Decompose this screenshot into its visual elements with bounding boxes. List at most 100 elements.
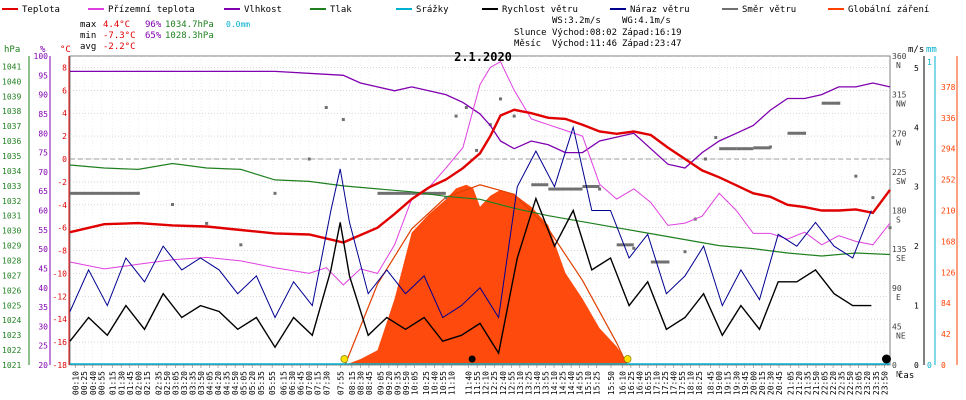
x-tick-label: 23:20 [863,371,872,395]
x-tick-label: 16:10 [618,371,627,395]
c-tick-label: 8 [62,63,67,72]
moonrise-marker [468,355,476,363]
wm2-tick-label: 378 [941,83,956,92]
hpa-tick-label: 1029 [2,242,21,251]
legend-label: Přízemní teplota [108,5,195,15]
hpa-tick-label: 1030 [2,227,21,236]
x-tick-label: 12:25 [490,371,499,395]
x-tick-label: 08:45 [365,371,374,395]
chart-title: 2.1.2020 [454,50,512,64]
x-tick-label: 04:50 [231,371,240,395]
wind-dir-mark [512,114,516,118]
pct-tick-label: 30 [38,322,48,331]
x-tick-label: 10:05 [411,371,420,395]
x-tick-label: 04:20 [214,371,223,395]
x-tick-label: 20:30 [766,371,775,395]
info-sunset: Západ:16:19 [622,28,682,38]
wind-dir-mark [736,147,754,151]
info-moonrise: Východ:11:46 [552,39,617,49]
x-tick-label: 13:55 [541,371,550,395]
hpa-tick-label: 1021 [2,361,21,370]
x-tick-label: 05:35 [257,371,266,395]
wind-dir-mark [854,174,858,178]
wind-dir-mark [464,106,468,109]
pct-tick-label: 35 [38,303,48,312]
wind-dir-mark [341,118,345,122]
wind-dir-mark [307,157,311,161]
hpa-tick-label: 1024 [2,316,21,325]
c-tick-label: -2 [57,178,67,187]
ms-tick-label: 4 [914,123,919,132]
legend-label: Srážky [416,5,449,15]
wind-dir-mark [666,260,670,264]
wind-dir-mark [499,97,502,101]
wind-dir-mark [454,114,458,118]
moonset-marker [881,354,891,364]
hpa-tick-label: 1041 [2,62,21,71]
x-tick-label: 21:05 [786,371,795,395]
stats-max-press: 1034.7hPa [165,20,214,30]
x-tick-label: 07:55 [336,371,345,395]
x-tick-label: 05:20 [248,371,257,395]
hpa-tick-label: 1031 [2,212,21,221]
x-tick-label: 18:25 [695,371,704,395]
dir-tick-label: 315 [892,91,907,100]
dir-tick-label: 0 [892,361,897,370]
x-tick-label: 21:35 [803,371,812,395]
pct-tick-label: 100 [34,52,49,61]
c-tick-label: -14 [53,315,68,324]
x-tick-label: 14:10 [550,371,559,395]
wind-dir-mark [548,187,583,191]
hpa-tick-label: 1033 [2,182,21,191]
hpa-tick-label: 1023 [2,331,21,340]
wind-dir-mark [768,145,772,149]
pct-tick-label: 85 [38,110,48,119]
info-moonset: Západ:23:47 [622,39,682,49]
wind-dir-mark [582,184,600,188]
c-tick-label: 0 [62,155,67,164]
temperature-line [69,108,891,244]
x-tick-label: 11:10 [448,371,457,395]
stats-min-hum: 65% [145,31,162,41]
ms-tick-label: 5 [914,64,919,73]
x-tick-label: 23:50 [880,371,889,395]
wind-dir-mark [394,191,412,195]
stats-max-label: max [80,20,97,30]
x-tick-label: 03:20 [180,371,189,395]
x-tick-label: 23:35 [872,371,881,395]
wind-dir-mark [683,250,687,254]
c-axis-title: °C [60,45,71,55]
time-axis-label: čas [898,370,914,381]
x-tick-label: 06:30 [288,371,297,395]
legend-label: Směr větru [742,5,796,15]
dir-tick-label: 225 [892,168,907,177]
x-tick-label: 15:25 [593,371,602,395]
hpa-tick-label: 1038 [2,107,21,116]
x-tick-label: 17:55 [678,371,687,395]
wind-dir-mark [753,146,771,150]
x-tick-label: 01:45 [126,371,135,395]
dir-tick-label: W [896,138,901,147]
stats-avg-label: avg [80,42,96,52]
info-sun-label: Slunce [514,28,547,38]
x-tick-label: 02:15 [143,371,152,395]
pct-tick-label: 65 [38,187,48,196]
x-tick-label: 00:40 [89,371,98,395]
info-wg: WG:4.1m/s [622,16,671,26]
dir-tick-label: SW [896,177,906,186]
mm-axis-title: mm [926,45,937,55]
hpa-tick-label: 1036 [2,137,21,146]
pct-axis-title: % [40,45,46,55]
x-tick-label: 15:10 [584,371,593,395]
x-tick-label: 01:30 [117,371,126,395]
sun-marker [623,355,632,363]
x-tick-label: 07:15 [314,371,323,395]
x-tick-label: 00:10 [72,371,81,395]
c-tick-label: -18 [53,361,68,370]
x-tick-label: 13:25 [524,371,533,395]
wind-dir-mark [821,101,839,105]
x-tick-label: 13:40 [533,371,542,395]
ground-temp-line [69,61,891,286]
mm-tick-label: 1 [927,58,932,67]
x-tick-label: 16:25 [627,371,636,395]
